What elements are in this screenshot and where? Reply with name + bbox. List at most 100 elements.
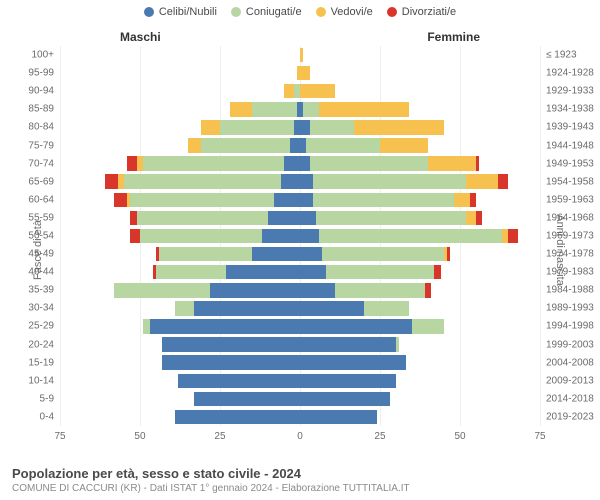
bar-segment-vedovi (201, 120, 220, 134)
x-tick-label: 75 (534, 431, 545, 442)
birth-year-label: 1929-1933 (540, 86, 594, 97)
bar-segment-coniugati (201, 138, 291, 152)
age-row: 70-741949-1953 (60, 155, 540, 173)
footer: Popolazione per età, sesso e stato civil… (12, 466, 588, 494)
age-label: 0-4 (40, 411, 60, 422)
bar-segment-celibi (290, 138, 300, 152)
age-row: 80-841939-1943 (60, 118, 540, 136)
bar-segment-divorziati (105, 174, 118, 188)
bar-segment-divorziati (508, 229, 518, 243)
bar-female (300, 229, 540, 243)
bar-segment-coniugati (396, 337, 399, 351)
bar-segment-coniugati (220, 120, 294, 134)
bar-segment-celibi (300, 374, 396, 388)
x-tick-label: 50 (454, 431, 465, 442)
bar-segment-divorziati (114, 193, 127, 207)
bar-segment-vedovi (319, 102, 409, 116)
bar-male (60, 211, 300, 225)
bar-segment-coniugati (326, 265, 435, 279)
x-tick-label: 25 (214, 431, 225, 442)
chart-subtitle: COMUNE DI CACCURI (KR) - Dati ISTAT 1° g… (12, 483, 588, 494)
age-label: 40-44 (28, 267, 60, 278)
bar-segment-divorziati (476, 156, 479, 170)
bar-female (300, 355, 540, 369)
bar-segment-vedovi (466, 174, 498, 188)
bar-segment-celibi (150, 319, 300, 333)
age-label: 65-69 (28, 176, 60, 187)
age-label: 55-59 (28, 212, 60, 223)
age-row: 65-691954-1958 (60, 173, 540, 191)
bar-segment-celibi (300, 301, 364, 315)
birth-year-label: 2009-2013 (540, 375, 594, 386)
bar-segment-celibi (162, 355, 300, 369)
bar-segment-celibi (300, 193, 313, 207)
bar-female (300, 283, 540, 297)
legend-swatch (387, 7, 397, 17)
bar-segment-divorziati (434, 265, 440, 279)
bar-segment-celibi (210, 283, 300, 297)
bar-segment-coniugati (313, 174, 467, 188)
bar-segment-celibi (300, 120, 310, 134)
age-row: 20-241999-2003 (60, 336, 540, 354)
bar-male (60, 337, 300, 351)
age-label: 90-94 (28, 86, 60, 97)
bar-segment-celibi (194, 301, 300, 315)
legend-swatch (231, 7, 241, 17)
age-row: 45-491974-1978 (60, 245, 540, 263)
bar-segment-vedovi (284, 84, 294, 98)
bar-segment-celibi (300, 337, 396, 351)
birth-year-label: ≤ 1923 (540, 50, 577, 61)
legend-item: Divorziati/e (387, 6, 456, 18)
bar-segment-celibi (300, 229, 319, 243)
birth-year-label: 1964-1968 (540, 212, 594, 223)
legend-item: Coniugati/e (231, 6, 302, 18)
age-row: 60-641959-1963 (60, 191, 540, 209)
bar-male (60, 355, 300, 369)
legend: Celibi/NubiliConiugati/eVedovi/eDivorzia… (0, 0, 600, 20)
bar-female (300, 102, 540, 116)
x-tick-label: 75 (54, 431, 65, 442)
bar-female (300, 211, 540, 225)
bar-female (300, 392, 540, 406)
bar-female (300, 174, 540, 188)
bar-female (300, 48, 540, 62)
bar-segment-coniugati (130, 193, 274, 207)
bar-male (60, 374, 300, 388)
age-label: 35-39 (28, 285, 60, 296)
bar-segment-vedovi (428, 156, 476, 170)
age-row: 5-92014-2018 (60, 390, 540, 408)
bar-male (60, 156, 300, 170)
bar-male (60, 410, 300, 424)
bar-female (300, 337, 540, 351)
birth-year-label: 1984-1988 (540, 285, 594, 296)
bar-segment-celibi (300, 410, 377, 424)
birth-year-label: 1924-1928 (540, 68, 594, 79)
bar-male (60, 301, 300, 315)
bar-segment-vedovi (188, 138, 201, 152)
bar-segment-coniugati (306, 138, 380, 152)
age-label: 100+ (31, 50, 60, 61)
bar-segment-celibi (194, 392, 300, 406)
age-row: 50-541969-1973 (60, 227, 540, 245)
bar-male (60, 283, 300, 297)
bar-segment-celibi (300, 265, 326, 279)
bar-female (300, 247, 540, 261)
bar-segment-celibi (300, 174, 313, 188)
bar-segment-divorziati (425, 283, 431, 297)
bar-male (60, 48, 300, 62)
bar-segment-celibi (274, 193, 300, 207)
bar-segment-celibi (175, 410, 300, 424)
birth-year-label: 1989-1993 (540, 303, 594, 314)
plot-area: 7550250255075100+≤ 192395-991924-192890-… (60, 46, 540, 426)
bar-segment-vedovi (300, 66, 310, 80)
bar-segment-coniugati (412, 319, 444, 333)
bar-segment-celibi (300, 392, 390, 406)
bar-segment-celibi (252, 247, 300, 261)
bar-segment-coniugati (252, 102, 297, 116)
age-row: 100+≤ 1923 (60, 46, 540, 64)
legend-label: Divorziati/e (402, 6, 456, 18)
bar-segment-coniugati (322, 247, 444, 261)
age-label: 60-64 (28, 194, 60, 205)
bar-female (300, 301, 540, 315)
bar-segment-celibi (226, 265, 300, 279)
